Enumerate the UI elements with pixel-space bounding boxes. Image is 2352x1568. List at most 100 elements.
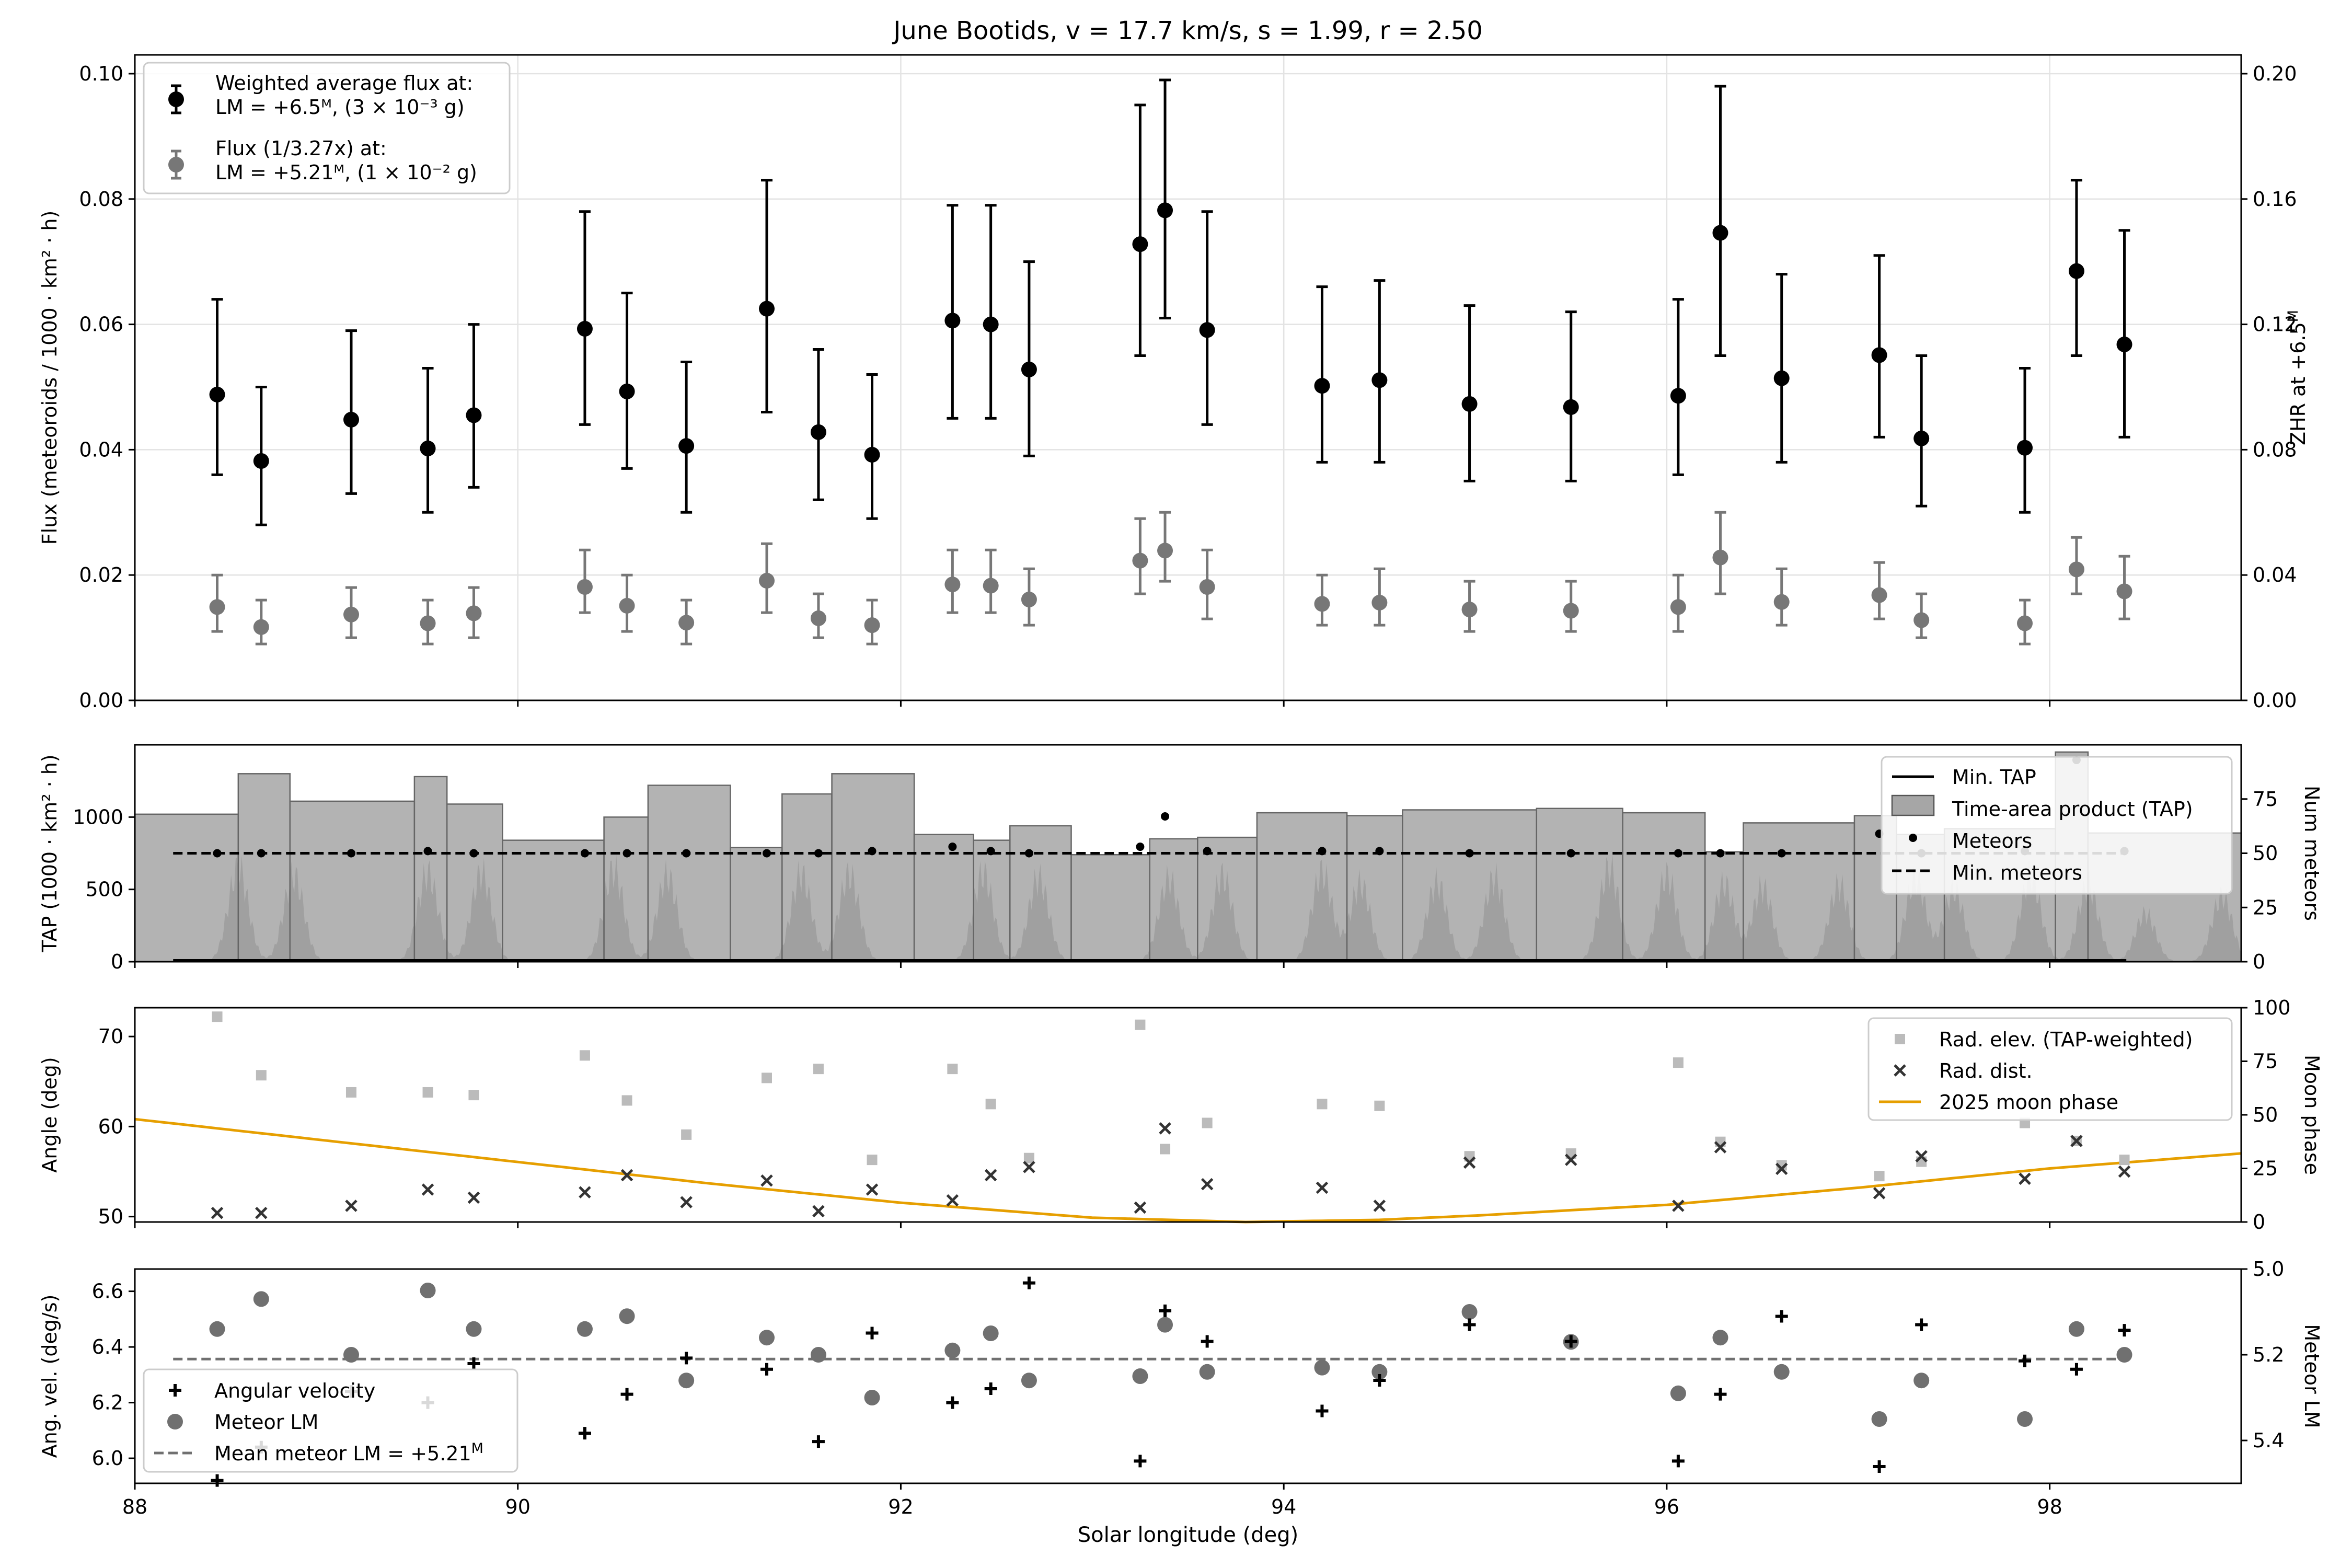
ang-vel-point xyxy=(984,1382,997,1395)
tap-bar xyxy=(913,834,974,963)
flux-point xyxy=(810,610,826,626)
rad-elev-point xyxy=(1374,1100,1385,1111)
ang-vel-point xyxy=(1915,1318,1928,1331)
legend-label: Angular velocity xyxy=(214,1379,375,1402)
meteor-count-point xyxy=(1318,847,1327,856)
rad-elev-point xyxy=(212,1011,223,1022)
y-tick-label: 70 xyxy=(98,1025,123,1048)
legend-label: 2025 moon phase xyxy=(1939,1091,2118,1114)
ang-vel-point xyxy=(1463,1318,1476,1331)
rad-elev-point xyxy=(579,1050,590,1061)
meteor-count-point xyxy=(868,847,877,856)
tap-bar xyxy=(446,803,503,963)
meteor-lm-point xyxy=(209,1321,225,1337)
tap-bar xyxy=(1256,812,1348,963)
rad-elev-point xyxy=(762,1073,772,1083)
y-tick-label: 500 xyxy=(85,878,123,901)
meteor-count-point xyxy=(1203,847,1212,856)
rad-dist-point xyxy=(421,1183,434,1196)
y2-tick-label: 5.2 xyxy=(2253,1343,2284,1366)
meteor-count-point xyxy=(986,847,995,856)
flux-point xyxy=(1314,378,1330,394)
legend-marker xyxy=(167,1414,183,1429)
legend-label: Weighted average flux at: xyxy=(215,72,473,95)
meteor-count-point xyxy=(1465,849,1474,858)
meteor-lm-point xyxy=(1021,1373,1037,1389)
rad-elev-point xyxy=(422,1087,433,1098)
legend-marker xyxy=(1894,1064,1906,1077)
flux-point xyxy=(209,386,225,402)
rad-dist-point xyxy=(211,1207,224,1219)
ang-vel-point xyxy=(1373,1374,1386,1387)
panel-frame-1 xyxy=(134,54,2242,701)
meteor-lm-point xyxy=(1132,1368,1148,1384)
radiant-legend xyxy=(1867,1017,2233,1121)
flux-point xyxy=(420,440,436,456)
x-tick-label: 96 xyxy=(1654,1495,1679,1518)
flux-point xyxy=(983,316,999,332)
rad-elev-point xyxy=(947,1064,958,1075)
rad-elev-point xyxy=(1673,1057,1684,1068)
flux-point xyxy=(1773,594,1790,610)
velocity-legend xyxy=(143,1368,518,1473)
y2-tick-label: 0 xyxy=(2253,1210,2265,1233)
meteor-count-point xyxy=(1777,849,1786,858)
meteor-lm-point xyxy=(864,1390,880,1405)
tap-bar xyxy=(1704,851,1744,963)
y-tick-label: 0.08 xyxy=(79,188,123,211)
rad-dist-point xyxy=(255,1207,268,1219)
meteor-lm-point xyxy=(1871,1411,1887,1427)
ang-vel-axis-label: Ang. vel. (deg/s) xyxy=(38,1295,61,1458)
y2-tick-label: 5.4 xyxy=(2253,1429,2284,1452)
ang-vel-point xyxy=(1134,1455,1147,1468)
flux-point xyxy=(944,313,961,329)
meteor-lm-point xyxy=(577,1321,593,1337)
flux-point xyxy=(253,619,269,635)
ang-vel-point xyxy=(1714,1388,1727,1401)
meteor-count-point xyxy=(763,849,771,858)
tap-legend xyxy=(1881,756,2233,895)
y-tick-label: 6.0 xyxy=(92,1447,123,1470)
flux-point xyxy=(1132,552,1148,569)
meteors-axis-label: Num meteors xyxy=(2300,786,2323,921)
meteor-lm-point xyxy=(810,1347,826,1363)
rad-dist-point xyxy=(760,1174,773,1187)
flux-point xyxy=(619,383,635,399)
rad-elev-point xyxy=(1874,1171,1885,1182)
meteor-count-point xyxy=(213,849,222,858)
flux-point xyxy=(2017,440,2033,456)
flux-point xyxy=(1157,543,1173,559)
y-tick-label: 60 xyxy=(98,1115,123,1138)
meteor-lm-point xyxy=(944,1342,961,1358)
ang-vel-point xyxy=(2070,1363,2083,1376)
meteor-count-point xyxy=(580,849,589,858)
ang-vel-point xyxy=(1671,1455,1685,1468)
rad-dist-point xyxy=(467,1191,480,1204)
flux-point xyxy=(1670,599,1686,615)
y2-tick-label: 0.20 xyxy=(2253,62,2297,85)
legend-marker xyxy=(1895,1034,1905,1044)
rad-dist-point xyxy=(1134,1201,1147,1214)
y-tick-label: 0.02 xyxy=(79,563,123,586)
flux-point xyxy=(944,577,961,593)
flux-point xyxy=(577,579,593,595)
tap-bar xyxy=(1197,836,1258,963)
flux-point xyxy=(1021,361,1037,377)
moon-phase-axis-label: Moon phase xyxy=(2300,1055,2323,1175)
legend-label: Rad. dist. xyxy=(1939,1059,2033,1082)
tap-bar xyxy=(1622,812,1706,963)
rad-dist-point xyxy=(946,1194,959,1207)
tap-bar xyxy=(134,813,239,963)
x-tick-label: 90 xyxy=(505,1495,531,1518)
rad-dist-point xyxy=(345,1200,358,1212)
flux-point xyxy=(253,453,269,469)
meteor-count-point xyxy=(1136,843,1145,851)
rad-elev-point xyxy=(1023,1152,1034,1163)
flux-point xyxy=(2116,336,2132,352)
meteor-lm-point xyxy=(983,1325,999,1341)
legend-marker xyxy=(168,91,184,107)
y-tick-label: 0.00 xyxy=(79,689,123,712)
tap-bar xyxy=(502,839,605,963)
flux-point xyxy=(343,411,359,428)
meteor-count-point xyxy=(1024,849,1033,858)
